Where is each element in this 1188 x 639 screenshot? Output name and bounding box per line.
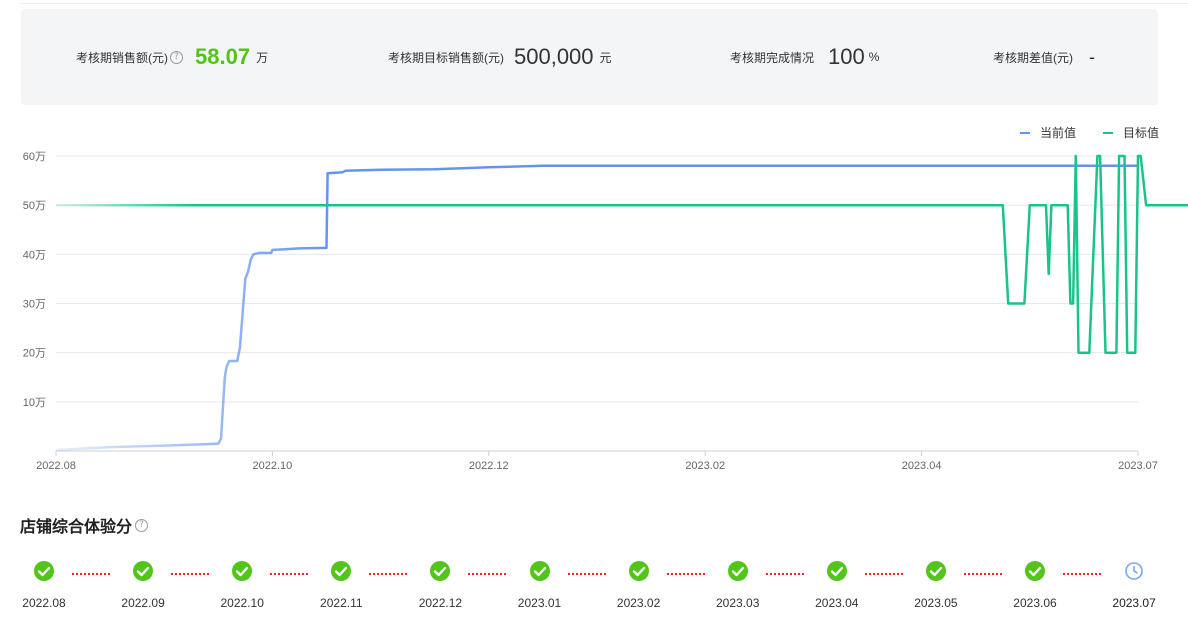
timeline-node: 2022.09 bbox=[103, 560, 183, 610]
score-title-text: 店铺综合体验分 bbox=[20, 519, 133, 536]
check-circle-icon bbox=[330, 560, 352, 582]
top-divider bbox=[20, 3, 1188, 4]
timeline-node: 2022.12 bbox=[400, 560, 480, 610]
check-circle-icon bbox=[727, 560, 749, 582]
y-tick-label: 10万 bbox=[23, 397, 46, 409]
score-section-title: 店铺综合体验分 ? bbox=[20, 513, 152, 537]
timeline-connector bbox=[1063, 573, 1101, 575]
timeline-connector bbox=[963, 573, 1002, 575]
timeline-node: 2023.04 bbox=[797, 560, 877, 610]
timeline-connector bbox=[864, 573, 903, 575]
timeline-connector bbox=[72, 573, 110, 575]
timeline-node: 2023.05 bbox=[896, 560, 976, 610]
x-tick-label: 2022.08 bbox=[36, 460, 76, 472]
timeline-connector bbox=[270, 573, 309, 575]
timeline-month-label: 2022.11 bbox=[320, 596, 363, 610]
timeline-connector bbox=[666, 573, 705, 575]
timeline-month-label: 2023.01 bbox=[517, 596, 562, 610]
help-icon[interactable]: ? bbox=[170, 50, 183, 64]
kpi-completion-value: 100 bbox=[828, 44, 865, 69]
check-circle-icon bbox=[231, 560, 253, 582]
kpi-target-value: 500,000 bbox=[514, 44, 594, 69]
check-circle-icon bbox=[826, 560, 848, 582]
score-timeline: 2022.08 2022.09 2022.10 2022.11 2022.12 2023.… bbox=[0, 560, 1188, 630]
chart-series bbox=[55, 154, 1188, 452]
kpi-summary-panel: 考核期销售额(元) ? 58.07 万 考核期目标销售额(元) 500,000 … bbox=[21, 9, 1158, 105]
kpi-completion-unit: % bbox=[868, 50, 880, 64]
kpi-gap-label: 考核期差值(元) bbox=[993, 50, 1073, 65]
timeline-month-label: 2023.02 bbox=[616, 596, 661, 610]
chart-legend[interactable]: 当前值 目标值 bbox=[1020, 125, 1159, 140]
timeline-node: 2022.10 bbox=[202, 560, 282, 610]
kpi-target-unit: 元 bbox=[599, 50, 612, 65]
timeline-month-label: 2023.05 bbox=[914, 596, 958, 610]
legend-label: 当前值 bbox=[1040, 125, 1076, 140]
timeline-node: 2022.11 bbox=[301, 560, 381, 610]
timeline-connector bbox=[765, 573, 804, 575]
kpi-completion-label: 考核期完成情况 bbox=[730, 50, 815, 65]
timeline-month-label: 2022.08 bbox=[22, 596, 66, 610]
timeline-month-label: 2022.12 bbox=[418, 596, 463, 610]
y-tick-label: 20万 bbox=[23, 348, 46, 360]
x-tick-label: 2023.04 bbox=[902, 460, 942, 472]
check-circle-icon bbox=[132, 560, 154, 582]
y-tick-label: 50万 bbox=[23, 200, 46, 212]
timeline-month-label: 2023.04 bbox=[815, 596, 859, 610]
check-circle-icon bbox=[628, 560, 650, 582]
y-axis: 10万 20万 30万 40万 50万 60万 bbox=[23, 151, 46, 409]
chart-grid bbox=[56, 155, 1138, 403]
help-icon[interactable]: ? bbox=[135, 518, 149, 532]
timeline-month-label: 2022.10 bbox=[220, 596, 264, 610]
timeline-node: 2022.08 bbox=[4, 560, 84, 610]
kpi-target: 考核期目标销售额(元) 500,000 元 bbox=[388, 9, 612, 105]
check-circle-icon bbox=[925, 560, 947, 582]
sales-line-chart: 10万 20万 30万 40万 50万 60万 2022.08 2022.10 2022.12… bbox=[23, 125, 1188, 472]
check-circle-icon bbox=[429, 560, 451, 582]
timeline-month-label: 2023.03 bbox=[715, 596, 760, 610]
check-circle-icon bbox=[529, 560, 551, 582]
kpi-gap: 考核期差值(元) - bbox=[993, 9, 1095, 105]
timeline-connector bbox=[369, 573, 408, 575]
x-axis: 2022.08 2022.10 2022.12 2023.02 2023.04 2023.… bbox=[36, 450, 1158, 472]
x-tick-label: 2022.10 bbox=[253, 460, 293, 472]
timeline-node: 2023.03 bbox=[698, 560, 778, 610]
y-tick-label: 60万 bbox=[23, 151, 46, 163]
kpi-completion: 考核期完成情况 100 % bbox=[730, 9, 879, 105]
kpi-target-label: 考核期目标销售额(元) bbox=[388, 50, 504, 65]
x-tick-label: 2023.02 bbox=[685, 460, 725, 472]
timeline-connector bbox=[171, 573, 210, 575]
timeline-month-label: 2022.09 bbox=[121, 596, 165, 610]
series-line-current bbox=[55, 164, 1138, 452]
y-tick-label: 30万 bbox=[23, 299, 46, 311]
clock-icon bbox=[1123, 560, 1145, 582]
kpi-sales-label: 考核期销售额(元) bbox=[76, 50, 168, 65]
timeline-connector bbox=[468, 573, 507, 575]
timeline-connector bbox=[567, 573, 606, 575]
kpi-gap-value: - bbox=[1089, 46, 1095, 67]
y-tick-label: 40万 bbox=[23, 249, 46, 261]
check-circle-icon bbox=[1024, 560, 1046, 582]
series-line-target bbox=[56, 154, 1188, 354]
x-tick-label: 2022.12 bbox=[469, 460, 509, 472]
legend-label: 目标值 bbox=[1123, 125, 1159, 140]
kpi-sales: 考核期销售额(元) ? 58.07 万 bbox=[76, 9, 268, 105]
timeline-node: 2023.06 bbox=[995, 560, 1075, 610]
timeline-month-label: 2023.07 bbox=[1112, 596, 1156, 610]
x-tick-label: 2023.07 bbox=[1118, 460, 1158, 472]
timeline-node: 2023.01 bbox=[500, 560, 580, 610]
kpi-sales-value: 58.07 bbox=[195, 44, 251, 69]
timeline-node: 2023.07 bbox=[1094, 560, 1174, 610]
timeline-node: 2023.02 bbox=[599, 560, 679, 610]
check-circle-icon bbox=[33, 560, 55, 582]
kpi-sales-unit: 万 bbox=[256, 50, 269, 65]
timeline-month-label: 2023.06 bbox=[1013, 596, 1057, 610]
